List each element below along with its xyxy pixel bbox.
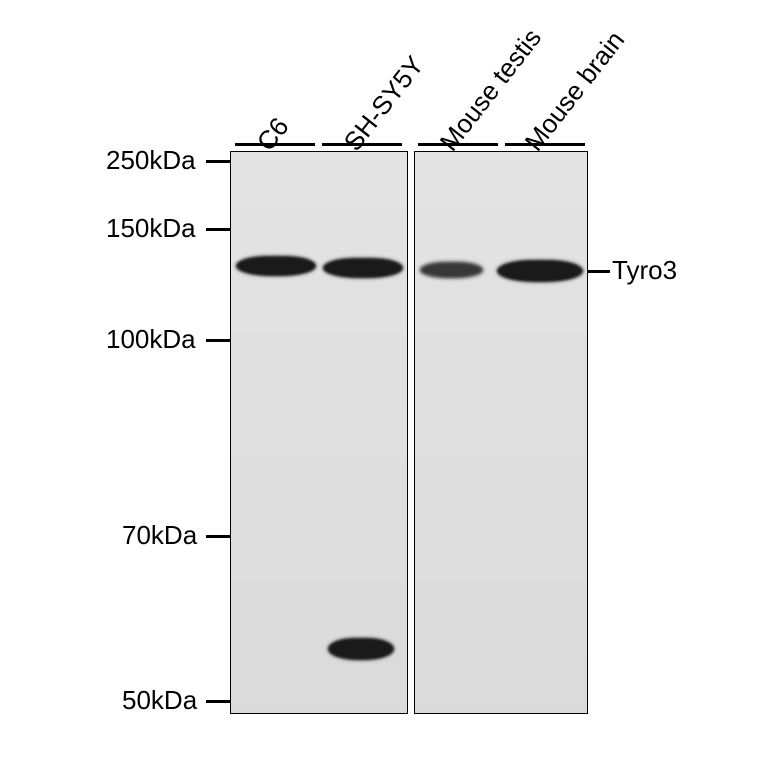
protein-label: Tyro3 <box>612 255 677 286</box>
blot-panel-left <box>230 151 408 714</box>
marker-tick <box>206 228 231 231</box>
band-lower-shsy5y <box>328 638 394 660</box>
marker-tick <box>206 339 231 342</box>
marker-tick <box>206 700 231 703</box>
marker-label: 70kDa <box>122 520 197 551</box>
marker-label: 100kDa <box>106 324 196 355</box>
protein-tick <box>588 270 610 273</box>
marker-label: 150kDa <box>106 213 196 244</box>
lane-label-shsy5y: SH-SY5Y <box>338 50 431 157</box>
marker-label: 250kDa <box>106 145 196 176</box>
blot-panel-right <box>414 151 588 714</box>
marker-tick <box>206 535 231 538</box>
band-tyro3-shsy5y <box>323 258 403 278</box>
band-tyro3-c6 <box>236 256 316 276</box>
marker-label: 50kDa <box>122 685 197 716</box>
marker-tick <box>206 160 231 163</box>
band-tyro3-mouse-brain <box>497 260 583 282</box>
band-tyro3-mouse-testis <box>420 262 483 278</box>
